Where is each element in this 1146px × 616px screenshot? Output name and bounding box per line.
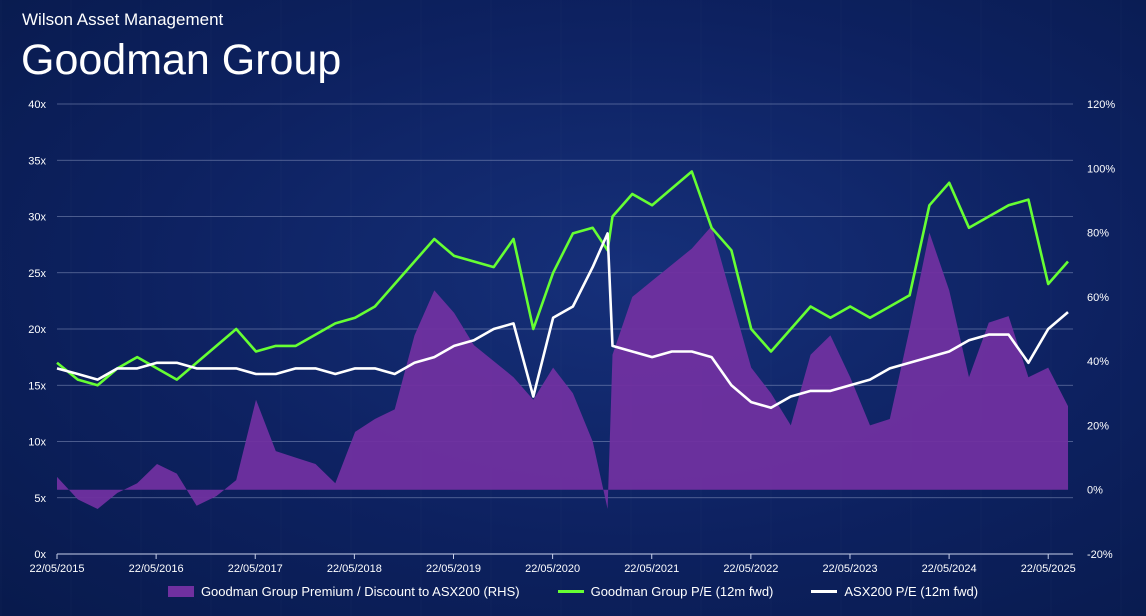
y-left-tick-label: 15x bbox=[28, 380, 46, 392]
x-tick-label: 22/05/2017 bbox=[228, 563, 283, 575]
x-tick-label: 22/05/2018 bbox=[327, 563, 382, 575]
page-title: Goodman Group bbox=[21, 36, 342, 84]
x-tick-label: 22/05/2016 bbox=[129, 563, 184, 575]
y-right-tick-label: 0% bbox=[1087, 485, 1103, 497]
legend-swatch-gmg-pe bbox=[557, 590, 584, 593]
y-right-tick-label: 40% bbox=[1087, 356, 1109, 368]
series-asx-pe-line bbox=[56, 232, 1069, 410]
y-right-tick-label: -20% bbox=[1087, 549, 1113, 561]
x-tick-label: 22/05/2020 bbox=[525, 563, 580, 575]
y-left-tick-label: 20x bbox=[28, 324, 46, 336]
y-left-tick-label: 0x bbox=[34, 549, 46, 561]
y-left-tick-label: 40x bbox=[28, 99, 46, 111]
firm-name: Wilson Asset Management bbox=[22, 10, 224, 29]
x-tick-label: 22/05/2023 bbox=[822, 563, 877, 575]
x-tick-label: 22/05/2021 bbox=[624, 563, 679, 575]
y-right-tick-label: 60% bbox=[1087, 292, 1109, 304]
y-right-tick-label: 20% bbox=[1087, 420, 1109, 432]
legend-label-asx-pe: ASX200 P/E (12m fwd) bbox=[844, 584, 979, 599]
legend: Goodman Group Premium / Discount to ASX2… bbox=[0, 584, 1146, 599]
y-left-tick-label: 5x bbox=[34, 493, 46, 505]
legend-item-asx-pe: ASX200 P/E (12m fwd) bbox=[811, 584, 978, 599]
legend-label-premium: Goodman Group Premium / Discount to ASX2… bbox=[200, 584, 520, 599]
x-tick-label: 22/05/2019 bbox=[426, 563, 481, 575]
legend-label-gmg-pe: Goodman Group P/E (12m fwd) bbox=[590, 584, 774, 599]
series-gmg-pe-line bbox=[56, 170, 1069, 387]
x-tick-label: 22/05/2022 bbox=[723, 563, 778, 575]
series-premium-area bbox=[57, 226, 1069, 509]
y-left-tick-label: 30x bbox=[28, 212, 46, 224]
y-right-tick-label: 100% bbox=[1087, 163, 1115, 175]
legend-swatch-premium bbox=[167, 586, 194, 597]
y-left-tick-label: 35x bbox=[28, 155, 46, 167]
y-right-tick-label: 120% bbox=[1087, 99, 1115, 111]
y-left-tick-label: 25x bbox=[28, 268, 46, 280]
legend-swatch-asx-pe bbox=[811, 590, 838, 593]
y-left-tick-label: 10x bbox=[28, 437, 46, 449]
chart: 0x 5x 10x 15x 20x 25x 30x 35x 40x -20% 0% 20% 40% 60%… bbox=[28, 99, 1115, 575]
legend-item-premium: Goodman Group Premium / Discount to ASX2… bbox=[167, 584, 520, 599]
x-tick-label: 22/05/2024 bbox=[922, 563, 977, 575]
x-tick-label: 22/05/2025 bbox=[1021, 563, 1076, 575]
legend-item-gmg-pe: Goodman Group P/E (12m fwd) bbox=[557, 584, 774, 599]
x-tick-label: 22/05/2015 bbox=[29, 563, 84, 575]
y-right-tick-label: 80% bbox=[1087, 228, 1109, 240]
